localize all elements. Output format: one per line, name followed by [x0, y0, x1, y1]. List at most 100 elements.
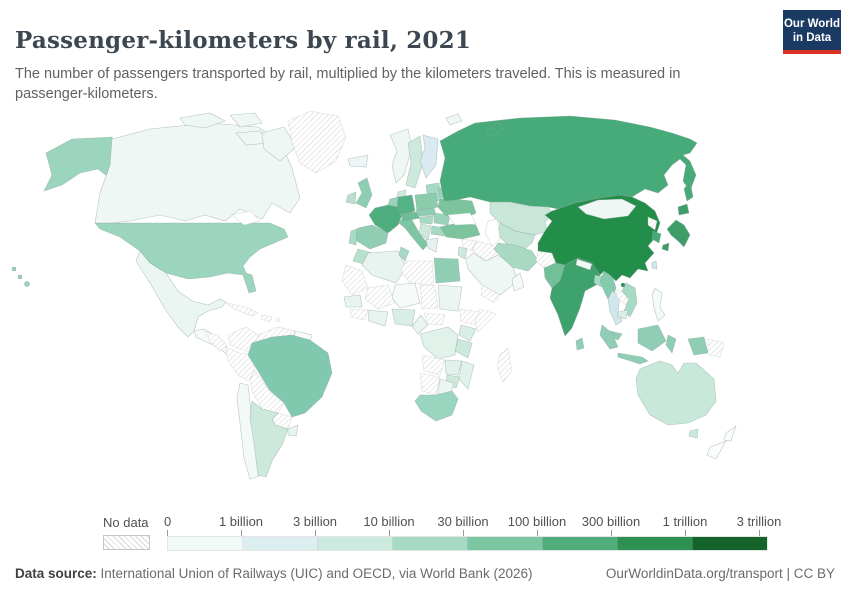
country-chad[interactable] — [419, 284, 439, 310]
country-united-kingdom[interactable] — [355, 177, 373, 209]
country-angola[interactable] — [421, 354, 446, 376]
country-saudi-arabia[interactable] — [465, 252, 519, 296]
country-philippines[interactable] — [651, 287, 666, 322]
country-portugal[interactable] — [348, 228, 358, 246]
country-taiwan[interactable] — [651, 260, 658, 270]
legend-bin-4[interactable] — [468, 537, 543, 550]
country-cambodia[interactable] — [617, 309, 629, 320]
country-norway[interactable] — [389, 128, 413, 184]
country-brazil[interactable] — [247, 334, 333, 418]
country-mali[interactable] — [364, 284, 396, 310]
country-japan[interactable] — [666, 219, 691, 248]
country-mozambique[interactable] — [458, 360, 475, 390]
country-kenya[interactable] — [458, 324, 477, 342]
country-japan[interactable] — [677, 203, 690, 216]
country-cameroon[interactable] — [411, 314, 429, 335]
country-canada[interactable] — [261, 126, 297, 162]
country-peru[interactable] — [225, 346, 256, 382]
country-canada[interactable] — [179, 112, 226, 129]
country-japan[interactable] — [661, 242, 670, 252]
country-ireland[interactable] — [345, 191, 357, 205]
country-sri-lanka[interactable] — [575, 337, 585, 351]
legend-no-data-swatch[interactable] — [103, 535, 150, 550]
country-turkey[interactable] — [439, 222, 481, 240]
country-mexico[interactable] — [135, 250, 227, 338]
country-finland[interactable] — [419, 134, 439, 179]
country-united-states[interactable] — [94, 222, 289, 294]
country-niger[interactable] — [391, 282, 421, 309]
country-france[interactable] — [368, 204, 403, 234]
country-indonesia[interactable] — [687, 336, 709, 356]
country-poland[interactable] — [414, 192, 439, 212]
country-united-states[interactable] — [17, 274, 23, 280]
country-china[interactable] — [620, 282, 626, 288]
legend-bin-2[interactable] — [318, 537, 393, 550]
country-mongolia[interactable] — [577, 198, 637, 220]
country-united-states[interactable] — [24, 281, 30, 287]
country-iceland[interactable] — [347, 154, 369, 168]
owid-link[interactable]: OurWorldinData.org/transport | CC BY — [605, 566, 835, 581]
country-norway[interactable] — [445, 113, 463, 126]
country-united-states[interactable] — [11, 266, 17, 272]
country-western-sahara-mauritania[interactable] — [341, 264, 369, 296]
legend-bin-1[interactable] — [243, 537, 318, 550]
country-nepal[interactable] — [575, 258, 593, 271]
country-israel-jordan[interactable] — [457, 246, 468, 260]
country-papua-new-guinea[interactable] — [707, 338, 725, 358]
country-senegal[interactable] — [343, 294, 363, 308]
country-russia[interactable] — [485, 122, 505, 138]
country-iran[interactable] — [493, 242, 539, 272]
country-libya[interactable] — [400, 260, 435, 286]
country-indonesia[interactable] — [637, 324, 667, 352]
country-oman[interactable] — [511, 272, 525, 292]
country-guinea-region[interactable] — [349, 308, 369, 321]
country-indonesia[interactable] — [599, 324, 619, 350]
country-kazakhstan[interactable] — [489, 201, 553, 236]
country-australia[interactable] — [635, 360, 717, 426]
legend-bin-7[interactable] — [693, 537, 767, 550]
country-russia[interactable] — [683, 180, 694, 202]
country-syria[interactable] — [461, 238, 477, 252]
country-sudan[interactable] — [437, 284, 463, 312]
country-australia[interactable] — [688, 428, 699, 439]
country-algeria[interactable] — [361, 250, 407, 284]
country-madagascar[interactable] — [496, 347, 513, 383]
country-china[interactable] — [537, 194, 661, 282]
country-yemen[interactable] — [480, 284, 501, 304]
country-italy[interactable] — [398, 216, 429, 251]
legend-bin-3[interactable] — [393, 537, 468, 550]
country-dr-congo[interactable] — [419, 326, 459, 360]
country-nigeria[interactable] — [391, 308, 416, 327]
country-south-africa[interactable] — [414, 390, 459, 422]
country-sweden[interactable] — [405, 135, 424, 189]
country-egypt[interactable] — [433, 257, 461, 284]
country-honduras-nicaragua[interactable] — [205, 331, 228, 352]
legend-bin-6[interactable] — [618, 537, 693, 550]
country-ivory-coast-ghana[interactable] — [367, 309, 389, 327]
country-namibia[interactable] — [419, 372, 441, 396]
country-hispaniola[interactable] — [260, 314, 273, 323]
country-uruguay[interactable] — [287, 424, 299, 437]
legend-bin-0[interactable] — [168, 537, 243, 550]
country-central-african-republic[interactable] — [423, 312, 446, 326]
country-argentina[interactable] — [249, 400, 289, 478]
country-new-zealand[interactable] — [723, 425, 737, 442]
country-south-korea[interactable] — [651, 230, 662, 244]
country-greece[interactable] — [425, 237, 439, 253]
country-greenland[interactable] — [287, 110, 347, 174]
country-indonesia[interactable] — [617, 352, 649, 365]
legend-bin-5[interactable] — [543, 537, 618, 550]
country-canada[interactable] — [94, 122, 301, 224]
country-indonesia[interactable] — [665, 334, 677, 354]
country-north-korea[interactable] — [647, 216, 658, 231]
country-hispaniola[interactable] — [276, 318, 280, 322]
country-hungary[interactable] — [419, 215, 434, 225]
country-somalia[interactable] — [474, 308, 497, 333]
country-russia[interactable] — [439, 115, 698, 210]
country-new-zealand[interactable] — [706, 440, 727, 460]
country-canada[interactable] — [229, 112, 263, 128]
country-tanzania[interactable] — [454, 338, 473, 359]
country-zambia[interactable] — [444, 359, 463, 376]
country-tunisia[interactable] — [398, 246, 410, 262]
country-ethiopia[interactable] — [459, 308, 481, 326]
